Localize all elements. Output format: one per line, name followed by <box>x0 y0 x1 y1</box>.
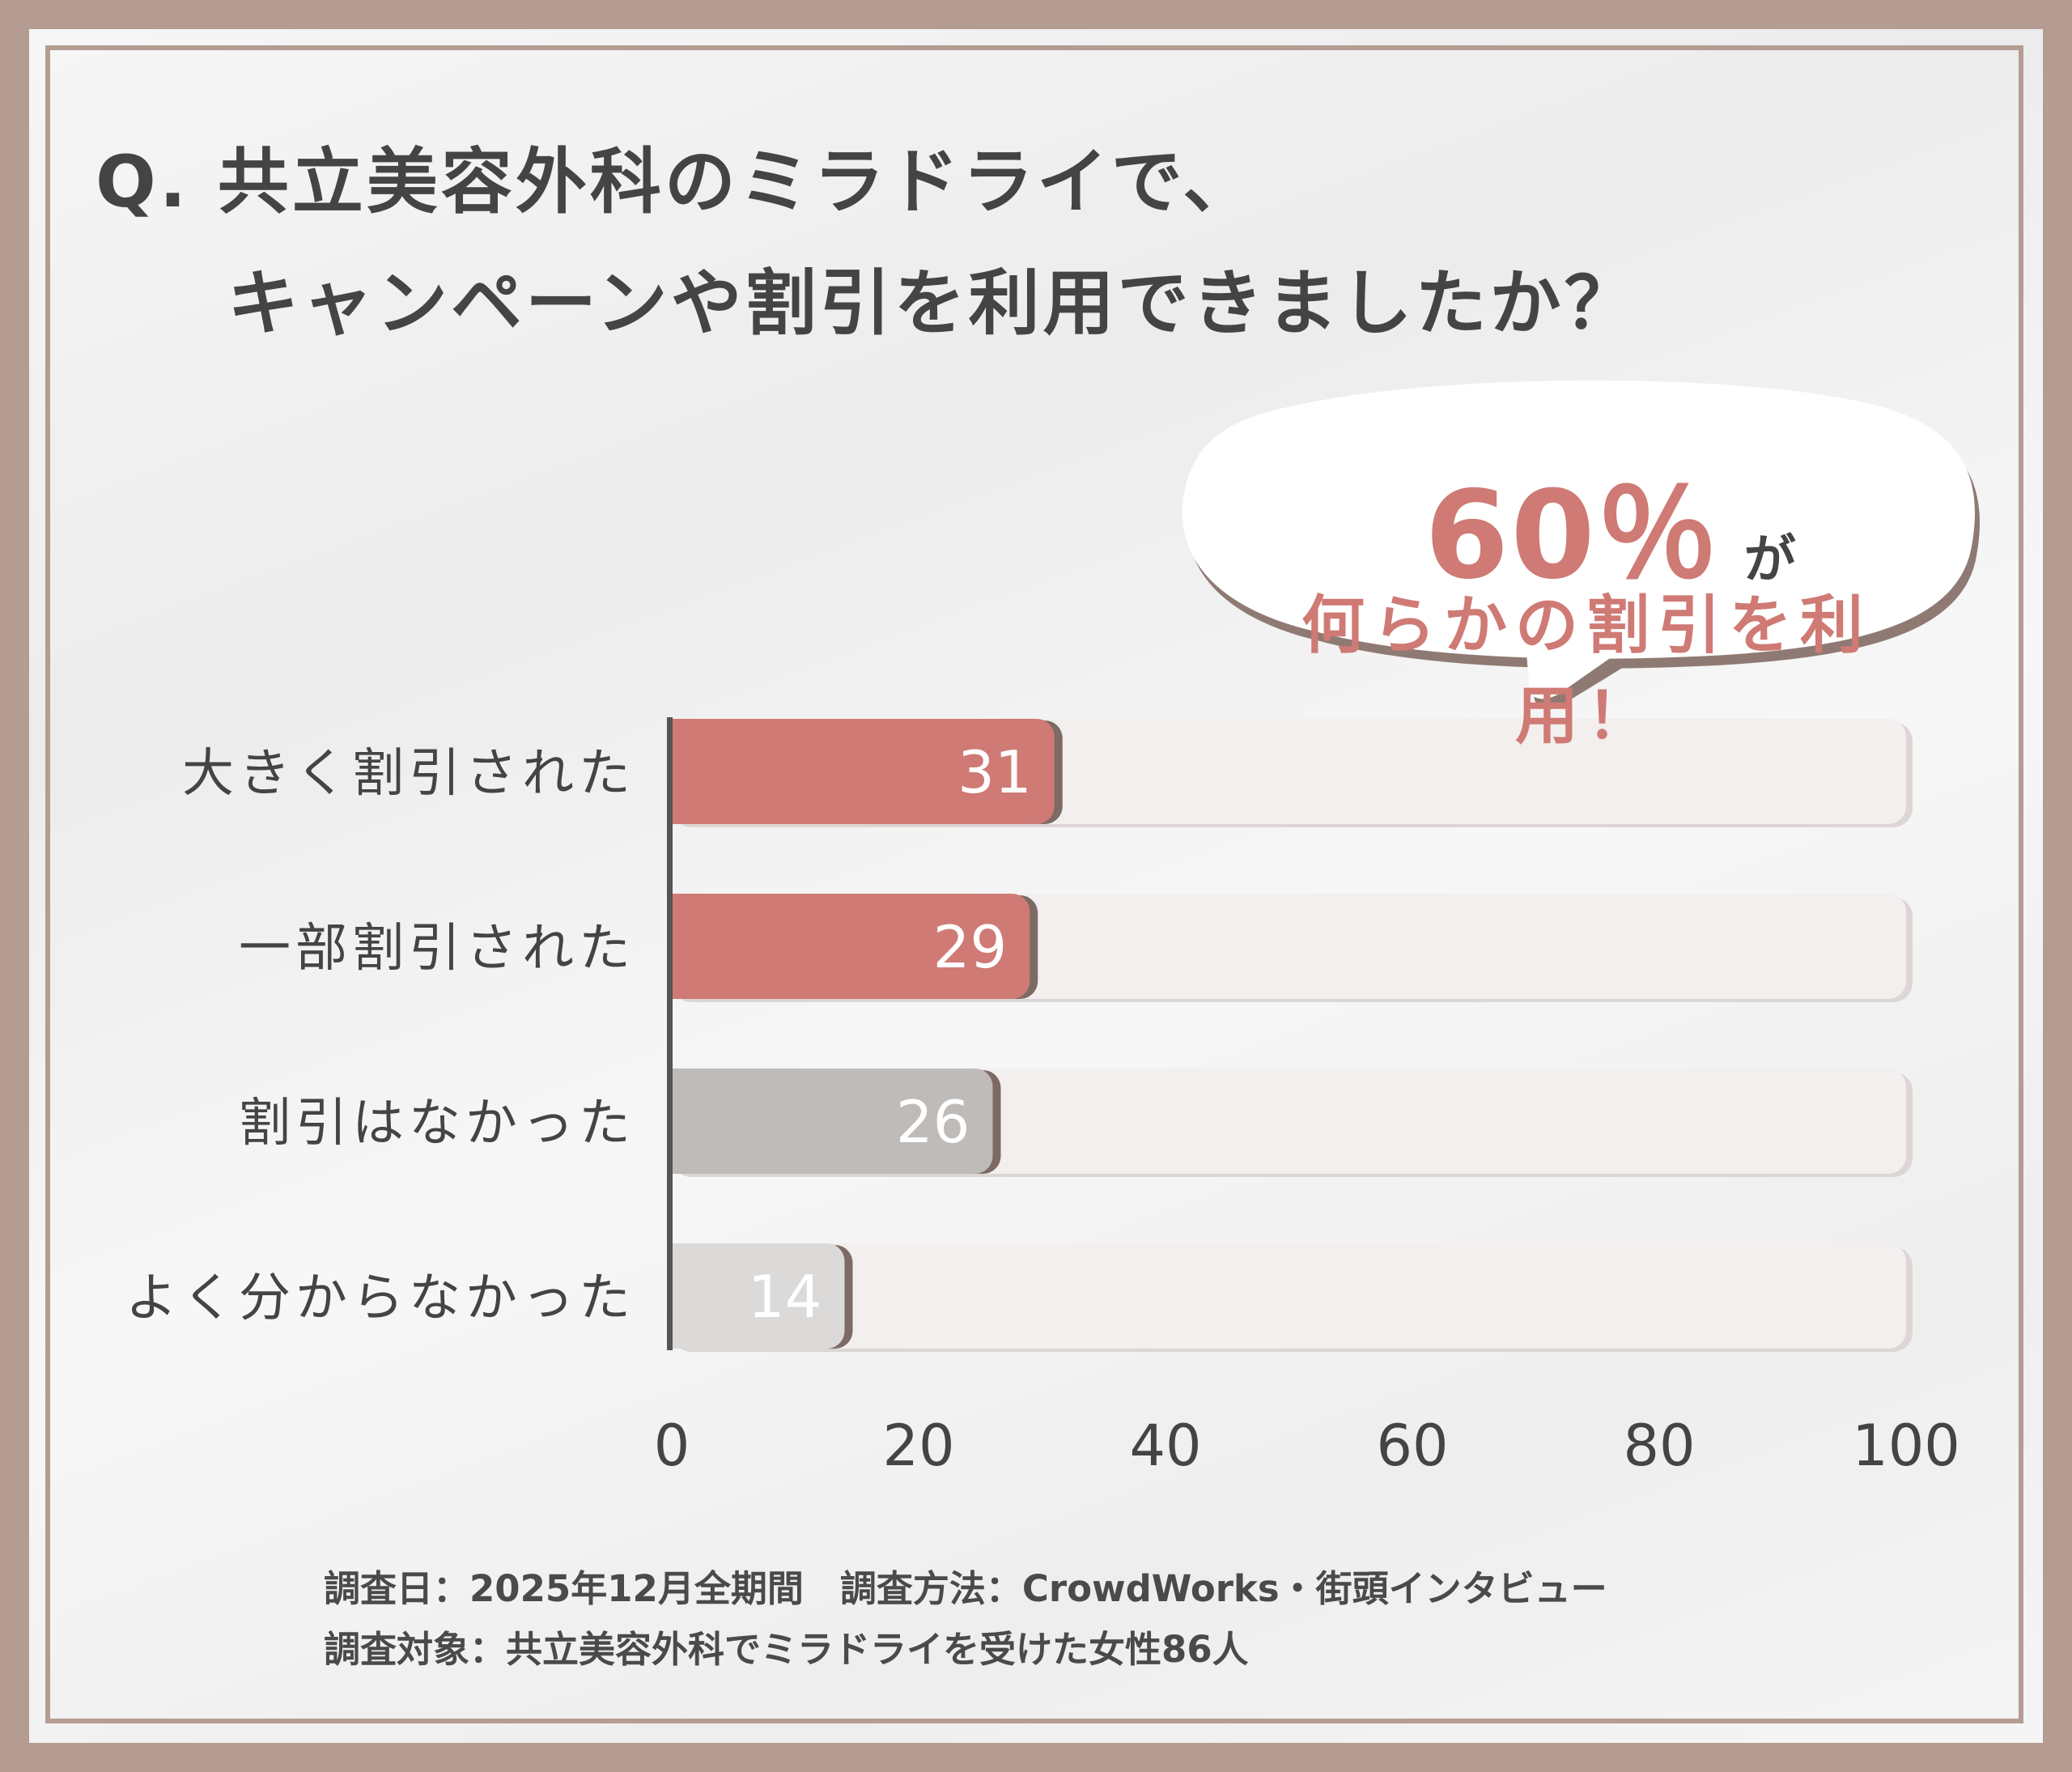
page-title: Q. 共立美容外科のミラドライで、 キャンペーンや割引を利用できましたか？ <box>96 121 1639 364</box>
bar-left-square <box>672 894 696 999</box>
bar <box>672 894 1030 999</box>
footnote-line-1: 調査日：2025年12月全期間 調査方法：CrowdWorks・街頭インタビュー <box>324 1567 1607 1610</box>
callout-headline: 60％ が <box>1424 437 1796 606</box>
category-label: 一部割引された <box>239 919 635 979</box>
bar-value-label: 29 <box>933 913 1008 981</box>
bar-left-square <box>672 719 696 824</box>
frame-border <box>45 45 2023 1723</box>
x-tick-label: 100 <box>1852 1413 1960 1479</box>
title-line-1: Q. 共立美容外科のミラドライで、 <box>96 140 1258 223</box>
bar-value-label: 26 <box>896 1088 970 1156</box>
bar-value-label: 14 <box>748 1263 822 1331</box>
bar-track <box>672 1243 1906 1349</box>
y-axis-line <box>667 717 673 1350</box>
x-tick-label: 80 <box>1623 1413 1695 1479</box>
callout-suffix: が <box>1743 530 1796 590</box>
bar <box>672 719 1055 824</box>
bar-left-square <box>672 1243 696 1349</box>
survey-footnote: 調査日：2025年12月全期間 調査方法：CrowdWorks・街頭インタビュー… <box>324 1558 1607 1680</box>
x-tick-label: 60 <box>1376 1413 1448 1479</box>
title-line-2: キャンペーンや割引を利用できましたか？ <box>227 261 1639 345</box>
x-tick-label: 0 <box>654 1413 690 1479</box>
category-label: 大きく割引された <box>182 744 635 804</box>
bar-left-square <box>672 1069 696 1174</box>
speech-bubble <box>1182 380 1980 710</box>
bar <box>672 1243 845 1349</box>
callout-text: 何らかの割引を利用！ <box>1301 589 1871 753</box>
category-label: 割引はなかった <box>239 1094 635 1154</box>
footnote-line-2: 調査対象：共立美容外科でミラドライを受けた女性86人 <box>324 1628 1249 1671</box>
x-tick-label: 40 <box>1129 1413 1201 1479</box>
panel-background <box>29 29 2043 1743</box>
bar-value-label: 31 <box>957 738 1032 806</box>
x-tick-label: 20 <box>882 1413 954 1479</box>
category-label: よく分からなかった <box>125 1268 635 1328</box>
bar <box>672 1069 993 1174</box>
callout-percent: 60％ <box>1424 465 1720 606</box>
